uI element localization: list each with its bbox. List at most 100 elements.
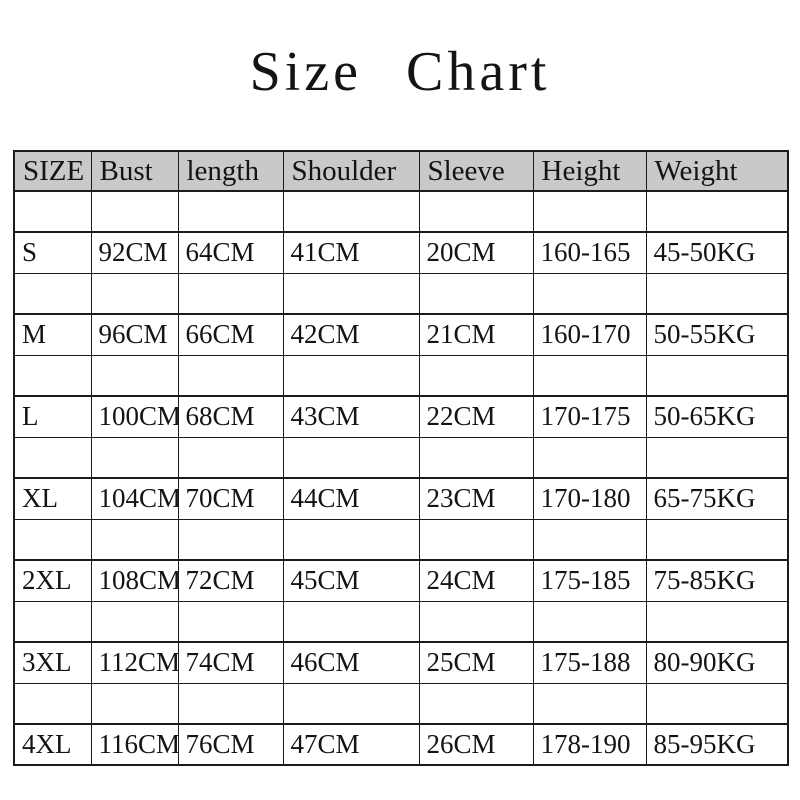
table-cell: 104CM bbox=[90, 477, 179, 520]
column-header-size: SIZE bbox=[13, 150, 92, 192]
empty-cell bbox=[13, 436, 92, 479]
spacer-row bbox=[13, 190, 789, 233]
empty-cell bbox=[90, 190, 179, 233]
table-cell: 50-55KG bbox=[645, 313, 789, 356]
empty-cell bbox=[532, 682, 647, 725]
empty-cell bbox=[418, 682, 534, 725]
empty-cell bbox=[177, 682, 284, 725]
empty-cell bbox=[282, 190, 420, 233]
empty-cell bbox=[532, 272, 647, 315]
spacer-row bbox=[13, 272, 789, 315]
table-cell: 46CM bbox=[282, 641, 420, 684]
table-cell: 72CM bbox=[177, 559, 284, 602]
row-label: 4XL bbox=[13, 723, 92, 766]
size-row-2xl: 2XL 108CM 72CM 45CM 24CM 175-185 75-85KG bbox=[13, 559, 789, 602]
empty-cell bbox=[90, 272, 179, 315]
table-cell: 41CM bbox=[282, 231, 420, 274]
table-cell: 92CM bbox=[90, 231, 179, 274]
table-cell: 160-165 bbox=[532, 231, 647, 274]
empty-cell bbox=[532, 354, 647, 397]
size-row-m: M 96CM 66CM 42CM 21CM 160-170 50-55KG bbox=[13, 313, 789, 356]
empty-cell bbox=[282, 436, 420, 479]
empty-cell bbox=[418, 190, 534, 233]
table-cell: 25CM bbox=[418, 641, 534, 684]
empty-cell bbox=[282, 600, 420, 643]
table-cell: 178-190 bbox=[532, 723, 647, 766]
row-label: S bbox=[13, 231, 92, 274]
empty-cell bbox=[90, 682, 179, 725]
table-cell: 175-188 bbox=[532, 641, 647, 684]
empty-cell bbox=[90, 518, 179, 561]
table-cell: 100CM bbox=[90, 395, 179, 438]
table-cell: 170-175 bbox=[532, 395, 647, 438]
row-label: 3XL bbox=[13, 641, 92, 684]
empty-cell bbox=[177, 436, 284, 479]
empty-cell bbox=[282, 518, 420, 561]
empty-cell bbox=[645, 682, 789, 725]
table-cell: 85-95KG bbox=[645, 723, 789, 766]
table-cell: 20CM bbox=[418, 231, 534, 274]
table-cell: 116CM bbox=[90, 723, 179, 766]
table-cell: 44CM bbox=[282, 477, 420, 520]
table-cell: 66CM bbox=[177, 313, 284, 356]
empty-cell bbox=[418, 600, 534, 643]
table-cell: 70CM bbox=[177, 477, 284, 520]
empty-cell bbox=[13, 600, 92, 643]
size-row-s: S 92CM 64CM 41CM 20CM 160-165 45-50KG bbox=[13, 231, 789, 274]
empty-cell bbox=[282, 682, 420, 725]
empty-cell bbox=[13, 354, 92, 397]
empty-cell bbox=[418, 272, 534, 315]
table-cell: 108CM bbox=[90, 559, 179, 602]
column-header-sleeve: Sleeve bbox=[418, 150, 534, 192]
empty-cell bbox=[177, 190, 284, 233]
empty-cell bbox=[177, 518, 284, 561]
empty-cell bbox=[532, 518, 647, 561]
table-cell: 21CM bbox=[418, 313, 534, 356]
size-row-4xl: 4XL 116CM 76CM 47CM 26CM 178-190 85-95KG bbox=[13, 723, 789, 766]
column-header-weight: Weight bbox=[645, 150, 789, 192]
column-header-length: length bbox=[177, 150, 284, 192]
table-cell: 47CM bbox=[282, 723, 420, 766]
table-cell: 45-50KG bbox=[645, 231, 789, 274]
empty-cell bbox=[177, 600, 284, 643]
empty-cell bbox=[645, 354, 789, 397]
table-cell: 65-75KG bbox=[645, 477, 789, 520]
size-row-l: L 100CM 68CM 43CM 22CM 170-175 50-65KG bbox=[13, 395, 789, 438]
empty-cell bbox=[13, 272, 92, 315]
table-cell: 76CM bbox=[177, 723, 284, 766]
column-header-shoulder: Shoulder bbox=[282, 150, 420, 192]
column-header-bust: Bust bbox=[90, 150, 179, 192]
table-container: SIZE Bust length Shoulder Sleeve Height … bbox=[13, 150, 789, 766]
row-label: M bbox=[13, 313, 92, 356]
size-row-xl: XL 104CM 70CM 44CM 23CM 170-180 65-75KG bbox=[13, 477, 789, 520]
row-label: XL bbox=[13, 477, 92, 520]
empty-cell bbox=[645, 518, 789, 561]
empty-cell bbox=[282, 354, 420, 397]
table-cell: 68CM bbox=[177, 395, 284, 438]
table-cell: 23CM bbox=[418, 477, 534, 520]
size-chart-table: SIZE Bust length Shoulder Sleeve Height … bbox=[13, 150, 789, 766]
empty-cell bbox=[13, 682, 92, 725]
page-title: Size Chart bbox=[249, 41, 551, 103]
column-header-height: Height bbox=[532, 150, 647, 192]
table-cell: 22CM bbox=[418, 395, 534, 438]
table-cell: 80-90KG bbox=[645, 641, 789, 684]
empty-cell bbox=[418, 436, 534, 479]
empty-cell bbox=[532, 600, 647, 643]
empty-cell bbox=[645, 190, 789, 233]
table-cell: 74CM bbox=[177, 641, 284, 684]
empty-cell bbox=[177, 272, 284, 315]
table-cell: 43CM bbox=[282, 395, 420, 438]
table-cell: 50-65KG bbox=[645, 395, 789, 438]
spacer-row bbox=[13, 682, 789, 725]
table-cell: 96CM bbox=[90, 313, 179, 356]
row-label: L bbox=[13, 395, 92, 438]
empty-cell bbox=[645, 436, 789, 479]
table-cell: 64CM bbox=[177, 231, 284, 274]
empty-cell bbox=[90, 436, 179, 479]
table-cell: 112CM bbox=[90, 641, 179, 684]
empty-cell bbox=[645, 272, 789, 315]
empty-cell bbox=[13, 190, 92, 233]
row-label: 2XL bbox=[13, 559, 92, 602]
